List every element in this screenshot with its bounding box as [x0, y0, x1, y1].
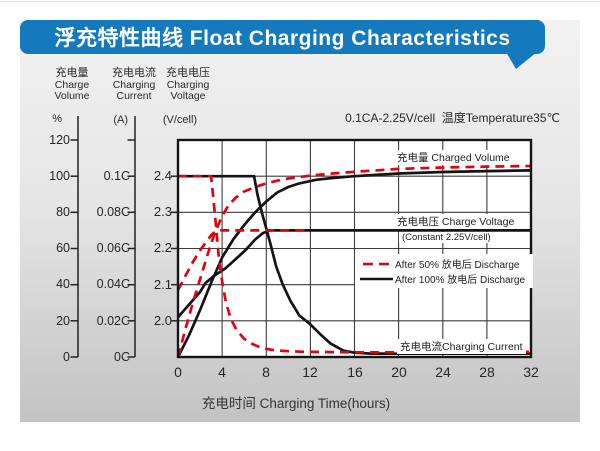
current-tick-0c: 0C — [114, 350, 130, 364]
volume-tick-100: 100 — [49, 169, 70, 183]
unit-v-cell: (V/cell) — [162, 114, 198, 126]
volume-tick-0: 0 — [63, 350, 70, 364]
voltage-tick-2p0: 2.0 — [153, 313, 172, 328]
x-tick-12: 12 — [302, 364, 318, 380]
constant-voltage-label: (Constant 2.25V/cell) — [399, 232, 494, 243]
current-tick-0p04c: 0.04C — [96, 277, 130, 291]
axis-header-charging-current: 充电电流 Charging Current — [112, 67, 156, 102]
unit-percent: % — [52, 113, 62, 125]
charge-voltage-label: 充电电压 Charge Voltage — [394, 214, 518, 229]
volume-tick-40: 40 — [56, 277, 70, 291]
current-tick-0p02c: 0.02C — [96, 314, 130, 328]
volume-tick-120: 120 — [49, 133, 70, 147]
x-tick-16: 16 — [347, 364, 363, 380]
legend-item-after-100: After 100% 放电后 Discharge — [355, 271, 533, 286]
x-axis-title: 充电时间 Charging Time(hours) — [201, 396, 391, 411]
volume-tick-80: 80 — [56, 205, 70, 219]
x-tick-20: 20 — [391, 364, 407, 380]
volume-tick-20: 20 — [56, 314, 70, 328]
voltage-tick-2p3: 2.3 — [153, 204, 172, 219]
legend-dash-red-icon — [363, 262, 393, 265]
x-tick-32: 32 — [523, 364, 539, 380]
axis-header-charge-volume: 充电量 Charge Volume — [54, 67, 90, 102]
unit-ampere: (A) — [113, 114, 128, 126]
x-tick-8: 8 — [262, 364, 270, 380]
top-divider — [0, 1, 600, 2]
test-condition-label: 0.1CA-2.25V/cell 温度Temperature35℃ — [345, 111, 560, 125]
voltage-tick-2p4: 2.4 — [153, 168, 172, 183]
page-title: 浮充特性曲线 Float Charging Characteristics — [54, 27, 511, 50]
current-tick-0p1c: 0.1C — [103, 169, 130, 183]
axis-header-charging-voltage: 充电电压 Charging Voltage — [166, 67, 210, 102]
x-tick-0: 0 — [174, 364, 182, 380]
charging-current-label: 充电电流Charging Current — [397, 339, 526, 354]
banner-tail — [506, 52, 537, 69]
x-tick-4: 4 — [218, 364, 226, 380]
voltage-tick-2p2: 2.2 — [153, 240, 172, 255]
title-banner: 浮充特性曲线 Float Charging Characteristics — [20, 20, 545, 54]
charged-volume-label: 充电量 Charged Volume — [394, 150, 513, 165]
current-tick-0p06c: 0.06C — [96, 241, 130, 255]
legend-line-black-icon — [360, 277, 393, 280]
voltage-tick-2p1: 2.1 — [153, 277, 172, 292]
volume-tick-60: 60 — [56, 241, 70, 255]
legend-item-after-50: After 50% 放电后 Discharge — [355, 256, 533, 271]
x-tick-28: 28 — [479, 364, 495, 380]
x-tick-24: 24 — [435, 364, 451, 380]
current-tick-0p08c: 0.08C — [96, 205, 130, 219]
legend: After 50% 放电后 Discharge After 100% 放电后 D… — [355, 254, 533, 288]
